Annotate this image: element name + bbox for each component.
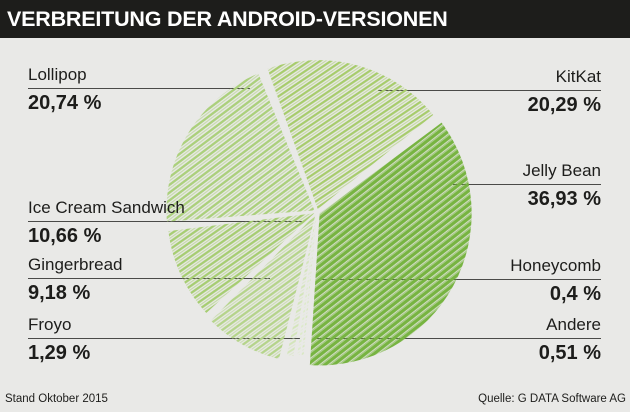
pie-slice-gingerbread <box>210 214 316 360</box>
slice-value: 20,29 % <box>527 94 601 116</box>
slice-value: 10,66 % <box>28 225 102 247</box>
label-andere: Andere 0,51 % <box>539 314 601 365</box>
slice-name: Andere <box>546 315 601 334</box>
label-honeycomb: Honeycomb 0,4 % <box>510 255 601 306</box>
pie-slice-lollipop <box>166 73 315 222</box>
slice-value: 0,4 % <box>549 283 601 305</box>
pie-slice-honeycomb <box>301 214 317 356</box>
slice-value: 0,51 % <box>538 342 601 364</box>
footer-date: Stand Oktober 2015 <box>5 393 108 405</box>
pie-slice-kitkat <box>267 60 434 210</box>
slice-name: Ice Cream Sandwich <box>28 198 185 217</box>
footer-source: Quelle: G DATA Software AG <box>478 393 626 405</box>
pie-slice-ice-cream-sandwich <box>168 213 315 314</box>
slice-value: 1,29 % <box>28 342 91 364</box>
slice-value: 20,74 % <box>28 92 102 114</box>
slice-name: Honeycomb <box>510 256 601 275</box>
slice-name: Jelly Bean <box>522 161 601 180</box>
slice-value: 36,93 % <box>527 188 601 210</box>
slice-name: Froyo <box>28 315 72 334</box>
label-kitkat: KitKat 20,29 % <box>528 66 601 117</box>
page-title: VERBREITUNG DER ANDROID-VERSIONEN <box>7 6 448 31</box>
title-bar: VERBREITUNG DER ANDROID-VERSIONEN <box>0 0 630 38</box>
pie-slice-froyo <box>286 214 317 357</box>
slice-name: Lollipop <box>28 65 87 84</box>
label-lollipop: Lollipop 20,74 % <box>28 64 101 115</box>
label-froyo: Froyo 1,29 % <box>28 314 90 365</box>
label-ice-cream-sandwich: Ice Cream Sandwich 10,66 % <box>28 197 185 248</box>
pie-slice-andere <box>297 214 317 355</box>
slice-name: Gingerbread <box>28 255 123 274</box>
slice-name: KitKat <box>555 67 601 86</box>
slice-value: 9,18 % <box>28 282 91 304</box>
pie-slice-jelly-bean <box>309 122 472 366</box>
label-gingerbread: Gingerbread 9,18 % <box>28 254 123 305</box>
label-jelly-bean: Jelly Bean 36,93 % <box>523 160 601 211</box>
